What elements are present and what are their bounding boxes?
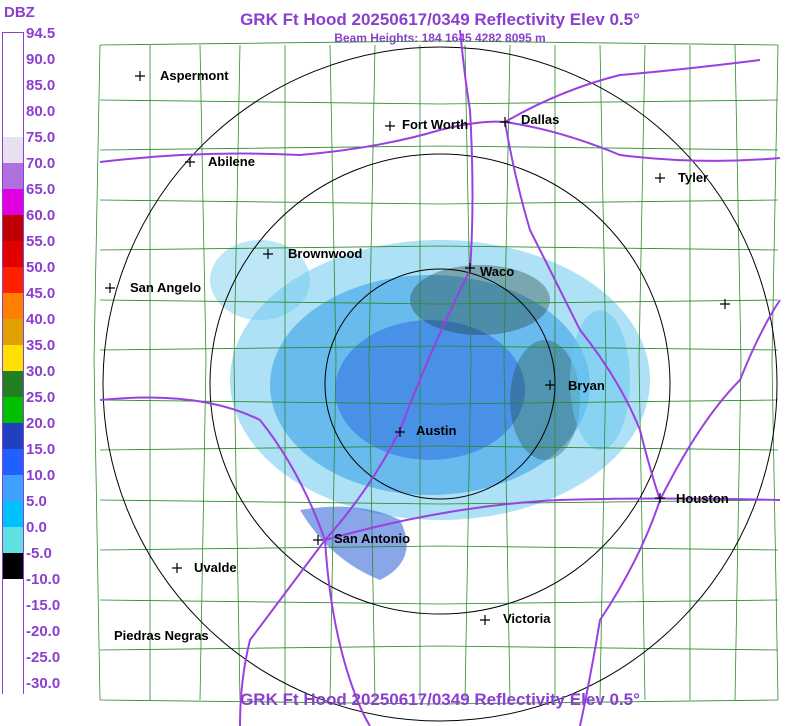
city-label: Fort Worth bbox=[402, 117, 468, 132]
legend-label: 50.0 bbox=[26, 259, 56, 276]
legend-swatch bbox=[3, 267, 23, 293]
city-marker bbox=[105, 283, 115, 293]
legend-unit: DBZ bbox=[4, 4, 35, 21]
legend-label: -10.0 bbox=[26, 571, 61, 588]
radar-title-bottom: GRK Ft Hood 20250617/0349 Reflectivity E… bbox=[240, 690, 640, 709]
legend-label: 94.5 bbox=[26, 25, 56, 42]
city-label: Austin bbox=[416, 423, 457, 438]
legend-swatch bbox=[3, 33, 23, 59]
city-label: Uvalde bbox=[194, 560, 237, 575]
legend-swatch bbox=[3, 553, 23, 579]
legend-swatch bbox=[3, 631, 23, 657]
county-lines bbox=[93, 40, 779, 705]
legend-label: 80.0 bbox=[26, 103, 56, 120]
city-marker bbox=[465, 263, 475, 273]
legend-label: 85.0 bbox=[26, 77, 56, 94]
city-marker bbox=[263, 249, 273, 259]
city-marker bbox=[313, 535, 323, 545]
city-marker bbox=[500, 117, 510, 127]
city-label: Waco bbox=[480, 264, 514, 279]
legend-label: -5.0 bbox=[26, 545, 52, 562]
legend-label: 15.0 bbox=[26, 441, 56, 458]
legend-swatch bbox=[3, 605, 23, 631]
city-labels: Aspermont Fort Worth Dallas Abilene Tyler Bro… bbox=[114, 68, 729, 643]
legend-swatch bbox=[3, 371, 23, 397]
city-label: Tyler bbox=[678, 170, 708, 185]
legend-label: -25.0 bbox=[26, 649, 61, 666]
legend-label: 10.0 bbox=[26, 467, 56, 484]
legend-label: 0.0 bbox=[26, 519, 47, 536]
legend-swatch bbox=[3, 189, 23, 215]
city-label: Dallas bbox=[521, 112, 559, 127]
legend-swatch bbox=[3, 215, 23, 241]
legend-label: 45.0 bbox=[26, 285, 56, 302]
legend-label: -30.0 bbox=[26, 675, 61, 692]
legend-label: 60.0 bbox=[26, 207, 56, 224]
city-label: Victoria bbox=[503, 611, 551, 626]
legend-label: 25.0 bbox=[26, 389, 56, 406]
city-marker bbox=[185, 157, 195, 167]
legend-swatch bbox=[3, 475, 23, 501]
legend-swatch bbox=[3, 85, 23, 111]
legend-swatch bbox=[3, 527, 23, 553]
city-label: San Antonio bbox=[334, 531, 410, 546]
legend-label: -20.0 bbox=[26, 623, 61, 640]
radar-title: GRK Ft Hood 20250617/0349 Reflectivity E… bbox=[240, 10, 640, 29]
legend-swatch bbox=[3, 657, 23, 683]
legend-swatch bbox=[3, 683, 23, 709]
legend-label: 5.0 bbox=[26, 493, 47, 510]
city-marker bbox=[135, 71, 145, 81]
city-marker bbox=[172, 563, 182, 573]
city-label: Abilene bbox=[208, 154, 255, 169]
city-marker bbox=[655, 493, 665, 503]
city-marker bbox=[480, 615, 490, 625]
city-label: San Angelo bbox=[130, 280, 201, 295]
city-label: Brownwood bbox=[288, 246, 362, 261]
legend-swatch bbox=[3, 579, 23, 605]
legend-swatch bbox=[3, 397, 23, 423]
legend-swatch bbox=[3, 345, 23, 371]
range-rings bbox=[102, 46, 778, 722]
legend-swatch bbox=[3, 501, 23, 527]
city-label: Bryan bbox=[568, 378, 605, 393]
legend-label: 70.0 bbox=[26, 155, 56, 172]
legend-label: -15.0 bbox=[26, 597, 61, 614]
city-label: Aspermont bbox=[160, 68, 229, 83]
city-markers bbox=[105, 71, 730, 625]
city-marker bbox=[545, 380, 555, 390]
city-marker bbox=[395, 427, 405, 437]
legend-label: 55.0 bbox=[26, 233, 56, 250]
legend-swatch bbox=[3, 241, 23, 267]
legend-swatch bbox=[3, 59, 23, 85]
legend-label: 65.0 bbox=[26, 181, 56, 198]
city-label: Piedras Negras bbox=[114, 628, 209, 643]
city-label: Houston bbox=[676, 491, 729, 506]
legend-label: 40.0 bbox=[26, 311, 56, 328]
legend-label: 75.0 bbox=[26, 129, 56, 146]
highways bbox=[99, 29, 781, 726]
legend-swatch bbox=[3, 111, 23, 137]
legend-label: 90.0 bbox=[26, 51, 56, 68]
city-marker bbox=[655, 173, 665, 183]
legend-swatch bbox=[3, 163, 23, 189]
legend-label: 20.0 bbox=[26, 415, 56, 432]
city-marker bbox=[720, 299, 730, 309]
legend-swatch bbox=[3, 423, 23, 449]
legend-swatch bbox=[3, 319, 23, 345]
legend-label: 35.0 bbox=[26, 337, 56, 354]
legend-swatch bbox=[3, 137, 23, 163]
dbz-color-legend bbox=[2, 32, 24, 709]
legend-swatch bbox=[3, 449, 23, 475]
legend-label: 30.0 bbox=[26, 363, 56, 380]
city-marker bbox=[385, 121, 395, 131]
legend-swatch bbox=[3, 293, 23, 319]
reflectivity-echoes bbox=[210, 240, 650, 580]
